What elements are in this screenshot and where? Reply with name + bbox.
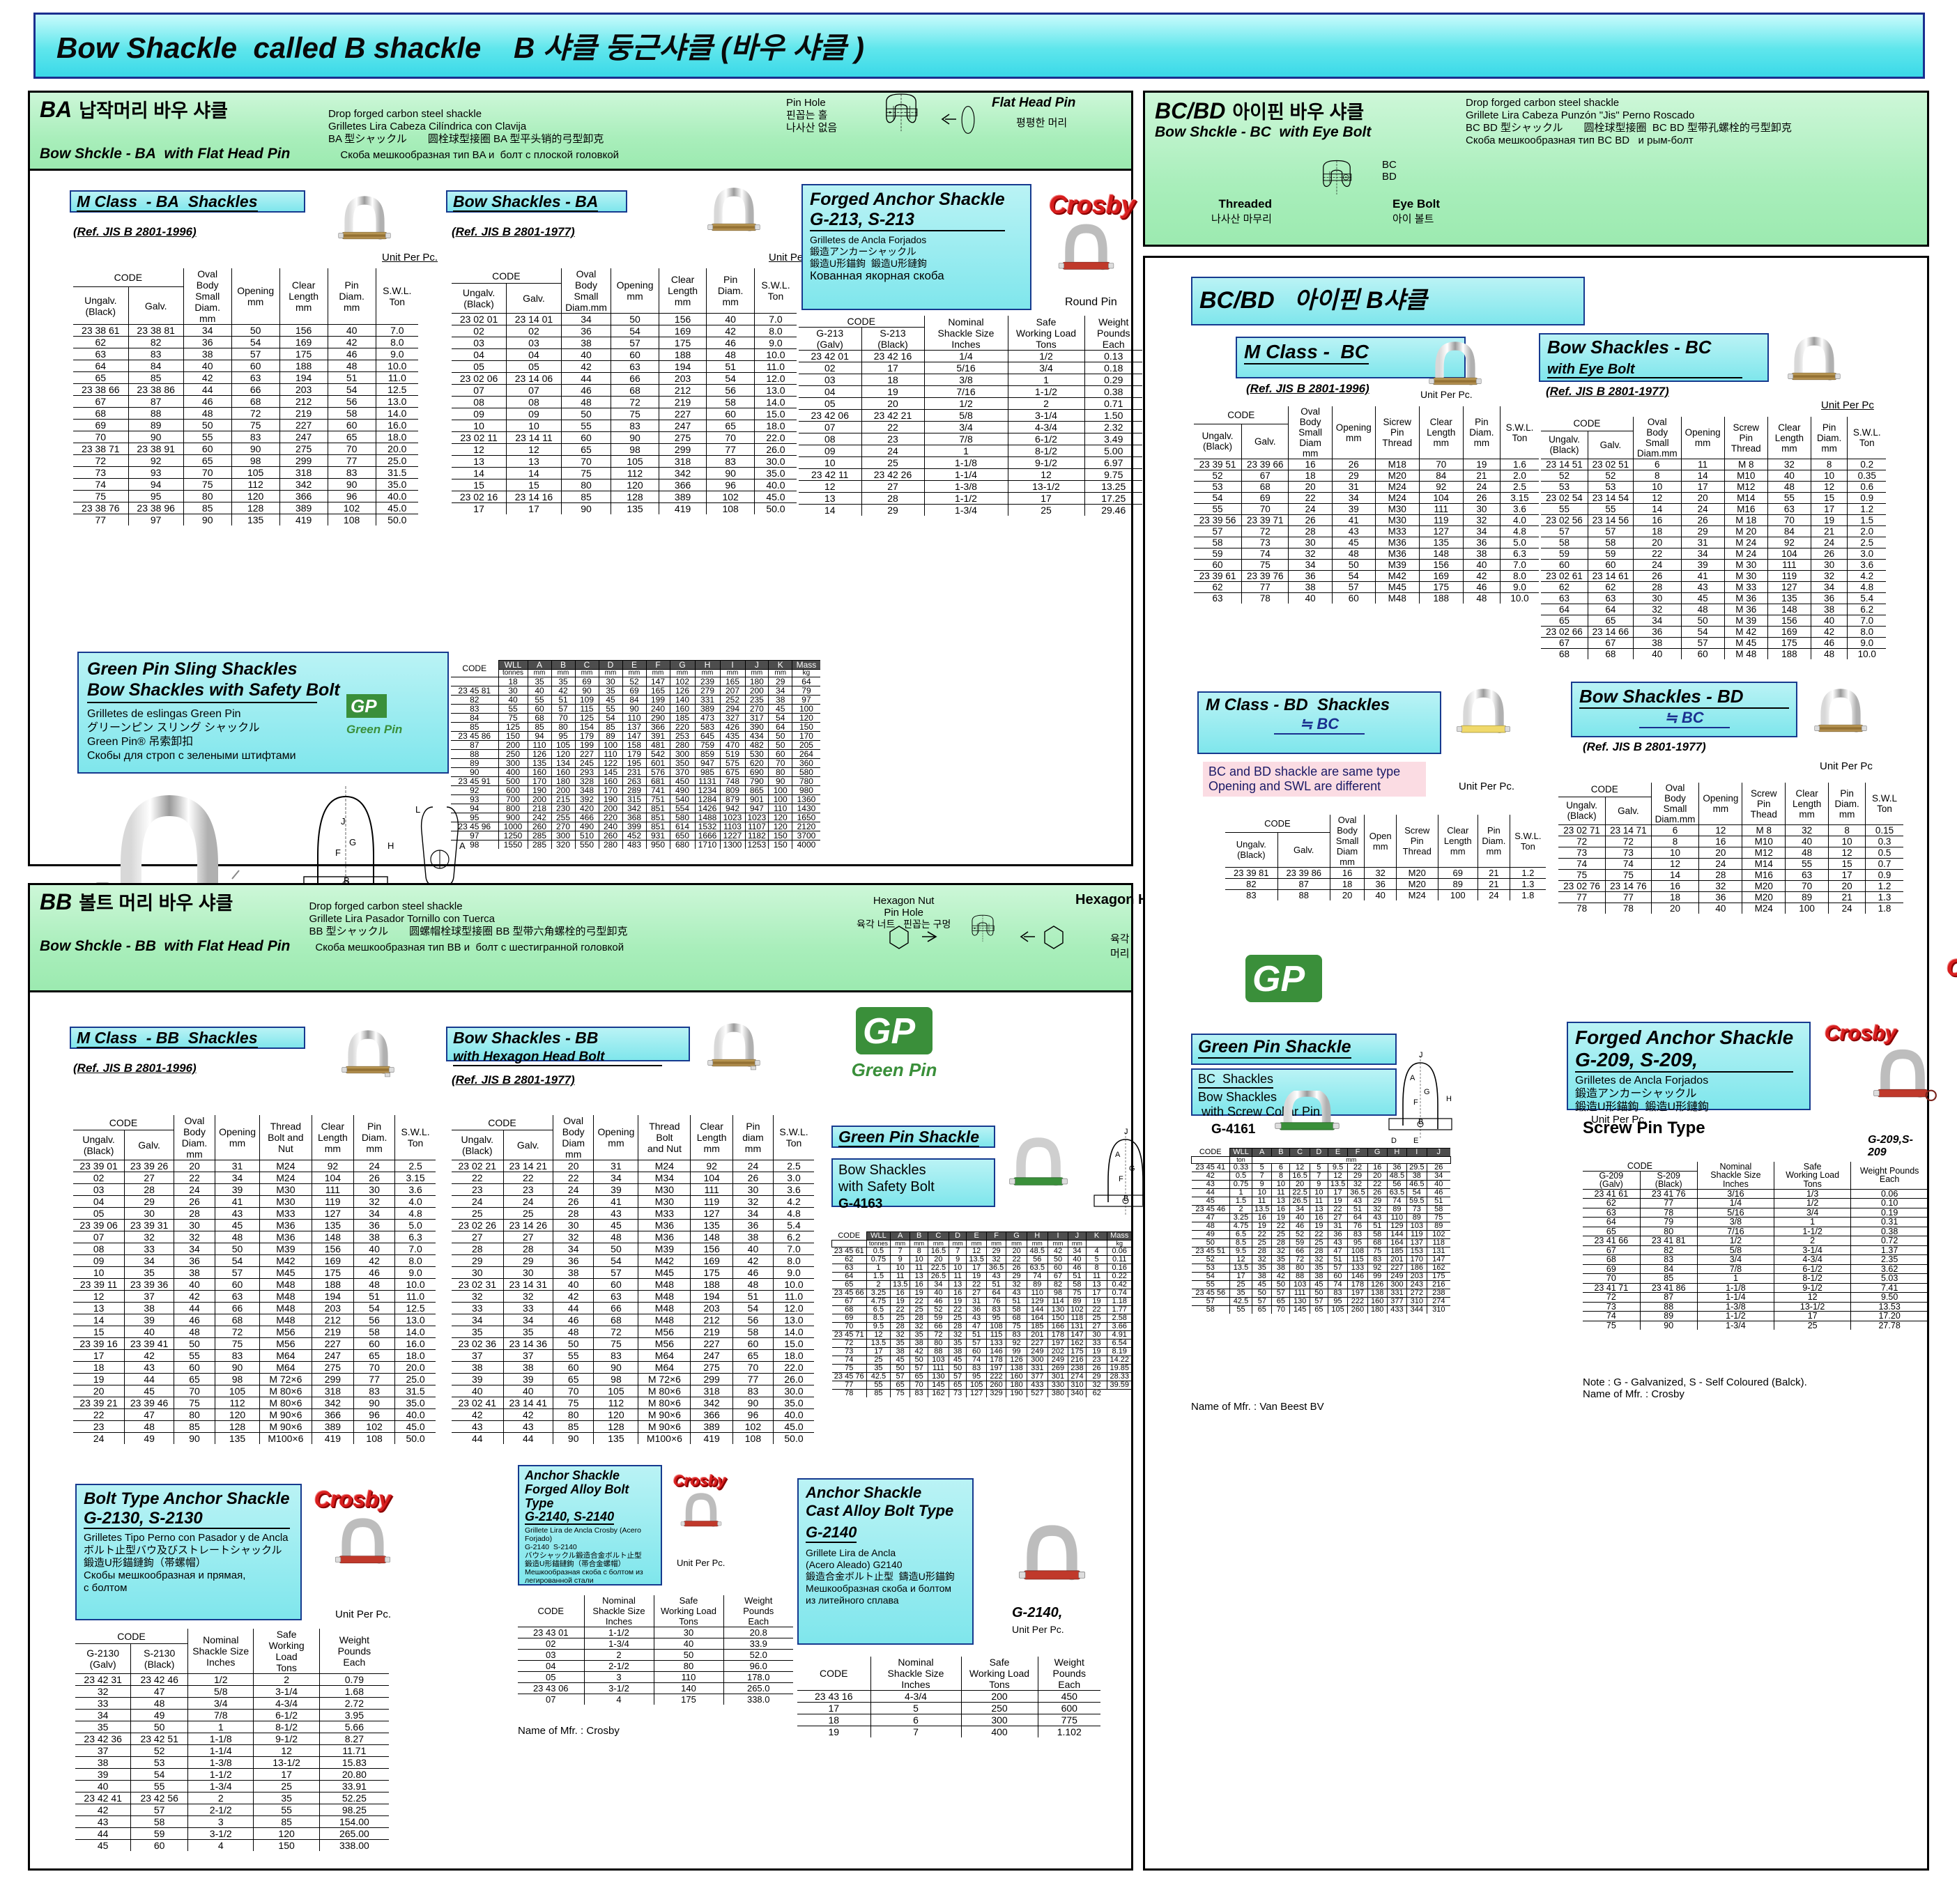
svg-text:H: H <box>1446 1095 1452 1103</box>
svg-text:A: A <box>1115 1151 1121 1159</box>
svg-text:GP: GP <box>1252 959 1305 999</box>
svg-text:F: F <box>1119 1175 1123 1183</box>
svg-text:G: G <box>1424 1088 1430 1096</box>
svg-text:H: H <box>387 840 394 851</box>
svg-text:F: F <box>335 847 341 858</box>
svg-text:E: E <box>1413 1137 1418 1145</box>
svg-text:B: B <box>1418 1118 1423 1126</box>
svg-text:GP: GP <box>351 696 377 716</box>
svg-text:B: B <box>1123 1195 1128 1203</box>
svg-text:J: J <box>1419 1051 1423 1059</box>
svg-text:G: G <box>1129 1165 1135 1173</box>
svg-text:L: L <box>415 804 420 815</box>
svg-text:G: G <box>349 837 356 847</box>
svg-text:J: J <box>1124 1128 1128 1136</box>
svg-text:A: A <box>1410 1074 1415 1082</box>
svg-text:J: J <box>341 816 346 827</box>
svg-text:D: D <box>1391 1137 1397 1145</box>
svg-text:GP: GP <box>863 1011 915 1052</box>
svg-text:F: F <box>1413 1098 1418 1107</box>
